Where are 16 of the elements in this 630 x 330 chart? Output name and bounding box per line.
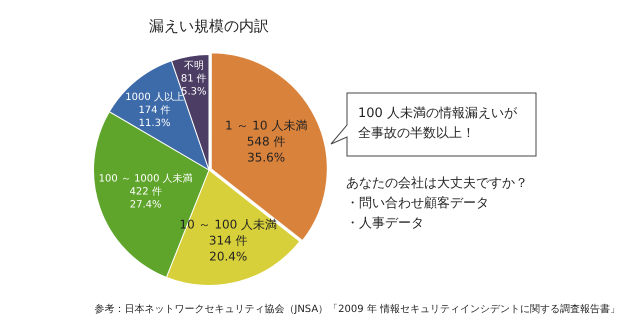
text: 参考：日本ネットワークセキュリティ協会（JNSA）「2009 年 情報セキュリティインシデントに関する調査報告書」 xyxy=(94,302,620,316)
slice-label: 1 ～ 10 人未満 xyxy=(224,118,308,132)
text: 100 人未満の情報漏えいが xyxy=(358,105,517,123)
text: あなたの会社は大丈夫ですか？ xyxy=(346,175,528,193)
slice-label: 1000 人以上 xyxy=(125,90,184,103)
slice-label: 10 ～ 100 人未満 xyxy=(179,217,278,232)
data-label: 422 件 27.4% xyxy=(130,186,162,210)
data-label: 174 件 11.3% xyxy=(138,104,171,129)
slice-label: 不明 xyxy=(184,60,204,72)
text: ・人事データ xyxy=(346,215,425,233)
text: 全事故の半数以上！ xyxy=(358,125,476,143)
data-label: 548 件 35.6% xyxy=(246,134,286,164)
text: ・問い合わせ顧客データ xyxy=(346,195,490,213)
data-label: 314 件 20.4% xyxy=(208,233,248,264)
chart-title: 漏えい規模の内訳 xyxy=(149,16,269,35)
slice-label: 100 ～ 1000 人未満 xyxy=(98,172,193,184)
